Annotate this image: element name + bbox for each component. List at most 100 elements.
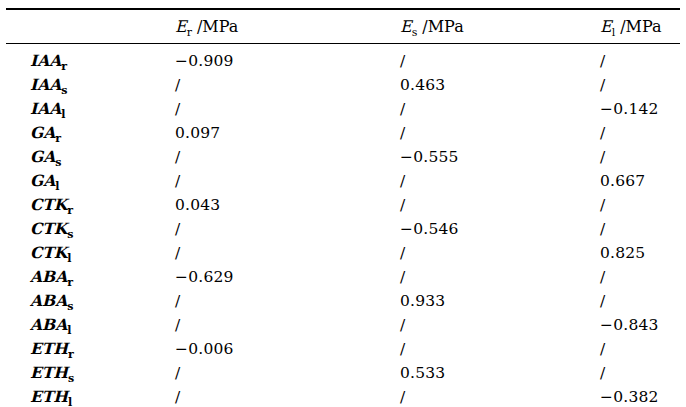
table-row-eth-s: ETHs / 0.533 / [6, 361, 680, 385]
value-cell-el: / [600, 73, 680, 97]
row-label: CTKs [6, 217, 175, 241]
value-cell-el: / [600, 145, 680, 169]
value-cell-er: / [175, 145, 400, 169]
value-cell-er: / [175, 169, 400, 193]
hormone-name: CTK [30, 195, 67, 214]
correlation-table: Er/MPa Es/MPa El/MPa IAAr −0.909 / / IAA… [6, 8, 680, 407]
value-cell-el: 0.825 [600, 241, 680, 265]
value-cell-er: / [175, 289, 400, 313]
value-cell-es: / [400, 337, 600, 361]
value-cell-er: / [175, 385, 400, 407]
row-label: ABAs [6, 289, 175, 313]
value-cell-es: 0.463 [400, 73, 600, 97]
row-label: GAl [6, 169, 175, 193]
hormone-name: GA [30, 171, 55, 190]
value-cell-el: / [600, 121, 680, 145]
hormone-subscript: s [55, 156, 61, 169]
hormone-name: IAA [30, 99, 61, 118]
hormone-name: ABA [30, 267, 67, 286]
table-row-aba-l: ABAl / / −0.843 [6, 313, 680, 337]
value-cell-er: / [175, 241, 400, 265]
hormone-subscript: l [55, 180, 59, 193]
value-cell-el: 0.667 [600, 169, 680, 193]
hormone-subscript: l [67, 252, 71, 265]
value-cell-es: / [400, 241, 600, 265]
value-cell-el: / [600, 217, 680, 241]
row-label: ETHr [6, 337, 175, 361]
hormone-subscript: l [68, 396, 72, 407]
value-cell-er: / [175, 97, 400, 121]
row-label: IAAl [6, 97, 175, 121]
hormone-name: GA [30, 123, 55, 142]
header-unit: /MPa [422, 17, 463, 36]
value-cell-es: / [400, 97, 600, 121]
hormone-name: ABA [30, 291, 67, 310]
table-row-ctk-l: CTKl / / 0.825 [6, 241, 680, 265]
hormone-subscript: s [68, 372, 74, 385]
table-row-ga-l: GAl / / 0.667 [6, 169, 680, 193]
value-cell-el: / [600, 193, 680, 217]
value-cell-er: −0.006 [175, 337, 400, 361]
row-label: CTKl [6, 241, 175, 265]
value-cell-es: / [400, 121, 600, 145]
table-header: Er/MPa Es/MPa El/MPa [6, 9, 680, 44]
header-subscript: l [612, 26, 616, 39]
table-body: IAAr −0.909 / / IAAs / 0.463 / IAAl / / … [6, 44, 680, 407]
value-cell-es: 0.933 [400, 289, 600, 313]
hormone-name: ETH [30, 387, 68, 406]
value-cell-er: 0.043 [175, 193, 400, 217]
table-row-ctk-s: CTKs / −0.546 / [6, 217, 680, 241]
header-symbol: E [400, 17, 412, 36]
header-unit: /MPa [620, 17, 661, 36]
hormone-subscript: s [61, 84, 67, 97]
hormone-subscript: r [67, 276, 73, 289]
header-unit: /MPa [197, 17, 238, 36]
header-row: Er/MPa Es/MPa El/MPa [6, 9, 680, 44]
row-label: GAr [6, 121, 175, 145]
table-row-eth-l: ETHl / / −0.382 [6, 385, 680, 407]
hormone-subscript: r [61, 60, 67, 73]
value-cell-es: −0.546 [400, 217, 600, 241]
value-cell-es: / [400, 44, 600, 74]
header-subscript: s [412, 26, 418, 39]
value-cell-er: 0.097 [175, 121, 400, 145]
hormone-subscript: s [67, 300, 73, 313]
table-row-aba-s: ABAs / 0.933 / [6, 289, 680, 313]
table-row-iaa-r: IAAr −0.909 / / [6, 44, 680, 74]
value-cell-er: / [175, 217, 400, 241]
value-cell-er: / [175, 73, 400, 97]
value-cell-er: −0.629 [175, 265, 400, 289]
value-cell-er: / [175, 313, 400, 337]
value-cell-er: / [175, 361, 400, 385]
row-label: ETHl [6, 385, 175, 407]
table-row-ctk-r: CTKr 0.043 / / [6, 193, 680, 217]
hormone-name: IAA [30, 51, 61, 70]
hormone-subscript: s [67, 228, 73, 241]
table-row-ga-r: GAr 0.097 / / [6, 121, 680, 145]
hormone-subscript: l [67, 324, 71, 337]
value-cell-el: / [600, 289, 680, 313]
value-cell-el: −0.142 [600, 97, 680, 121]
value-cell-es: / [400, 385, 600, 407]
value-cell-el: / [600, 44, 680, 74]
header-symbol: E [175, 17, 187, 36]
value-cell-es: / [400, 265, 600, 289]
header-symbol: E [600, 17, 612, 36]
column-header-el: El/MPa [600, 9, 680, 44]
table-row-aba-r: ABAr −0.629 / / [6, 265, 680, 289]
hormone-subscript: r [67, 204, 73, 217]
value-cell-el: −0.843 [600, 313, 680, 337]
hormone-name: CTK [30, 219, 67, 238]
column-header-er: Er/MPa [175, 9, 400, 44]
hormone-name: ETH [30, 363, 68, 382]
hormone-name: GA [30, 147, 55, 166]
value-cell-el: / [600, 265, 680, 289]
hormone-subscript: r [68, 348, 74, 361]
row-label: CTKr [6, 193, 175, 217]
value-cell-es: −0.555 [400, 145, 600, 169]
value-cell-el: / [600, 361, 680, 385]
row-label: IAAs [6, 73, 175, 97]
value-cell-er: −0.909 [175, 44, 400, 74]
row-label: ABAr [6, 265, 175, 289]
value-cell-el: / [600, 337, 680, 361]
